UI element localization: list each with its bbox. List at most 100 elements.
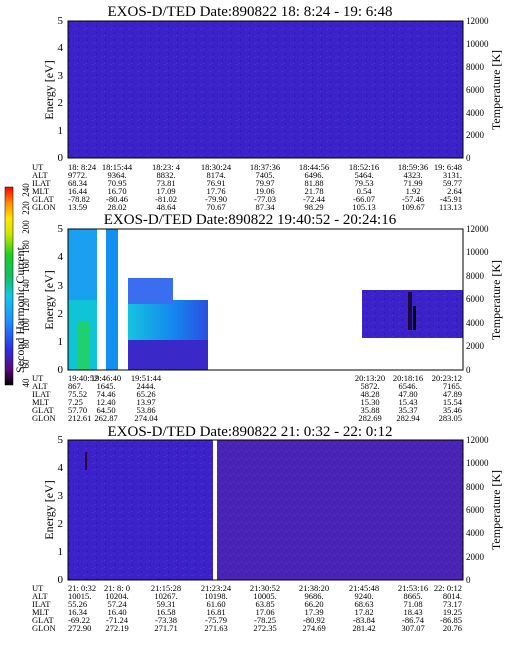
meta-cell: 2.64 xyxy=(447,186,463,196)
meta-cell: 271.63 xyxy=(204,623,227,633)
meta-cell: 21:30:52 xyxy=(250,583,280,593)
ytick-label: 0 xyxy=(58,152,64,164)
meta-label: ALT xyxy=(32,170,49,180)
panel-2-plot-border xyxy=(67,228,464,371)
meta-cell: 63.85 xyxy=(255,599,274,609)
colorbar-tick: 200 xyxy=(21,220,31,234)
ytick-label: 3 xyxy=(58,70,64,82)
panel-1-title: EXOS-D/TED Date:890822 18: 8:24 - 19: 6:… xyxy=(108,4,393,20)
meta-cell: 71.08 xyxy=(403,599,422,609)
meta-cell: 15.43 xyxy=(398,397,417,407)
panel-2-title: EXOS-D/TED Date:890822 19:40:52 - 20:24:… xyxy=(104,212,397,228)
meta-cell: 21:38:20 xyxy=(299,583,329,593)
meta-cell: 17.09 xyxy=(156,186,175,196)
meta-cell: 113.13 xyxy=(439,202,462,212)
meta-cell: 20:18:16 xyxy=(393,373,423,383)
meta-cell: 75.52 xyxy=(68,389,87,399)
meta-cell: 109.67 xyxy=(401,202,424,212)
y2tick-label: 6000 xyxy=(466,294,485,304)
colorbar: Second Harmonic Current 40 60 80 100 120… xyxy=(4,183,31,388)
panel-1-y2label: Temperature [K] xyxy=(489,50,503,130)
panel-2-y2ticks: 0 2000 4000 6000 8000 10000 12000 xyxy=(466,224,489,375)
y2tick-label: 10000 xyxy=(466,247,489,257)
panel-2-band-region xyxy=(128,278,173,304)
meta-cell: 87.34 xyxy=(255,202,275,212)
meta-cell: 61.60 xyxy=(206,599,225,609)
meta-cell: 48.64 xyxy=(156,202,176,212)
meta-cell: 19:51:44 xyxy=(131,373,162,383)
meta-cell: 19:40:52 xyxy=(68,373,98,383)
meta-cell: -72.44 xyxy=(303,194,326,204)
y2tick-label: 6000 xyxy=(466,85,485,95)
meta-cell: 18.43 xyxy=(403,607,422,617)
meta-label: GLAT xyxy=(32,405,55,415)
meta-cell: 21:53:16 xyxy=(398,583,428,593)
meta-cell: 274.04 xyxy=(134,413,158,423)
ytick-label: 3 xyxy=(58,280,64,292)
meta-cell: 18:59:36 xyxy=(398,162,428,172)
panel-3-y2label: Temperature [K] xyxy=(489,470,503,550)
meta-cell: -79.90 xyxy=(205,194,227,204)
panel-2-y2label: Temperature [K] xyxy=(489,260,503,340)
meta-cell: 272.19 xyxy=(105,623,128,633)
meta-cell: 66.20 xyxy=(304,599,323,609)
meta-cell: 18:30:24 xyxy=(201,162,232,172)
meta-label: MLT xyxy=(32,397,50,407)
meta-cell: 20:23:12 xyxy=(432,373,462,383)
meta-cell: 73.17 xyxy=(443,599,462,609)
ytick-label: 0 xyxy=(58,364,64,376)
meta-cell: -81.02 xyxy=(155,194,177,204)
meta-cell: 35.46 xyxy=(443,405,462,415)
meta-label: UT xyxy=(32,162,44,172)
meta-cell: 17.76 xyxy=(206,186,225,196)
meta-cell: -73.38 xyxy=(155,615,177,625)
panel-2-yticks: 0 1 2 3 4 5 xyxy=(58,223,64,376)
meta-label: UT xyxy=(32,373,44,383)
meta-cell: 281.42 xyxy=(352,623,375,633)
panel-1-yticks: 0 1 2 3 4 5 xyxy=(58,15,64,164)
y2tick-label: 10000 xyxy=(466,39,489,49)
meta-cell: 59.31 xyxy=(156,599,175,609)
meta-label: ALT xyxy=(32,381,49,391)
meta-cell: 8665. xyxy=(403,591,422,601)
meta-cell: 7165. xyxy=(443,381,462,391)
meta-cell: 70.67 xyxy=(206,202,225,212)
meta-cell: 272.90 xyxy=(68,623,91,633)
panel-2-spike xyxy=(408,292,412,330)
meta-cell: 16.70 xyxy=(107,186,126,196)
meta-cell: -77.03 xyxy=(254,194,276,204)
meta-cell: 5872. xyxy=(360,381,379,391)
meta-cell: -83.84 xyxy=(353,615,376,625)
y2tick-label: 2000 xyxy=(466,552,485,562)
meta-cell: 81.88 xyxy=(304,178,323,188)
meta-cell: 282.94 xyxy=(396,413,420,423)
panel-3-spike xyxy=(85,452,87,470)
colorbar-tick: 60 xyxy=(21,359,31,369)
panel-1-plot-background xyxy=(67,20,464,159)
meta-cell: 13.97 xyxy=(136,397,155,407)
meta-cell: 18: 8:24 xyxy=(68,162,97,172)
meta-cell: 48.28 xyxy=(360,389,379,399)
meta-cell: 35.37 xyxy=(398,405,417,415)
y2tick-label: 2000 xyxy=(466,130,485,140)
meta-cell: 21: 8: 0 xyxy=(104,583,130,593)
meta-cell: 9686. xyxy=(304,591,323,601)
meta-cell: -69.22 xyxy=(68,615,90,625)
meta-cell: 7.25 xyxy=(68,397,83,407)
meta-cell: 71.99 xyxy=(403,178,422,188)
meta-cell: 6546. xyxy=(398,381,417,391)
meta-label: ILAT xyxy=(32,178,51,188)
meta-label: ALT xyxy=(32,591,49,601)
meta-cell: 16.34 xyxy=(68,607,88,617)
meta-cell: 16.81 xyxy=(206,607,225,617)
meta-cell: 70.95 xyxy=(107,178,126,188)
panel-2-gap-stripe xyxy=(118,229,128,370)
meta-cell: 21:15:28 xyxy=(151,583,181,593)
meta-cell: 73.81 xyxy=(156,178,175,188)
meta-label: GLON xyxy=(32,623,56,633)
meta-cell: 18:44:56 xyxy=(299,162,329,172)
meta-cell: 6496. xyxy=(304,170,323,180)
